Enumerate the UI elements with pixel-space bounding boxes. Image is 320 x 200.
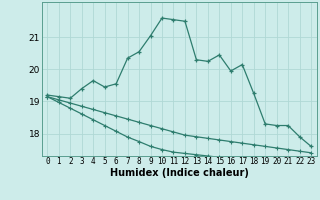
- X-axis label: Humidex (Indice chaleur): Humidex (Indice chaleur): [110, 168, 249, 178]
